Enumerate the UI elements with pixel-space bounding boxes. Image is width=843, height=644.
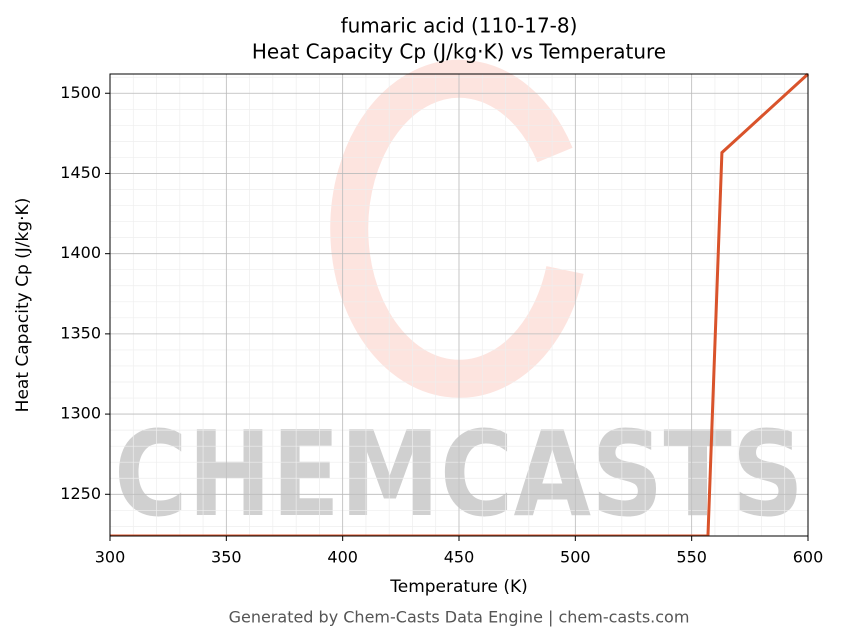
chart-subtitle: Heat Capacity Cp (J/kg·K) vs Temperature [252,40,666,64]
x-tick-label: 350 [211,548,242,567]
y-tick-label: 1250 [60,484,101,503]
x-tick-label: 500 [560,548,591,567]
plot-frame [109,73,809,537]
watermark-logo [330,59,584,398]
x-tick-label: 400 [327,548,358,567]
x-axis-label: Temperature (K) [389,577,528,597]
footer: Generated by Chem-Casts Data Engine | ch… [229,608,690,627]
chart-title: fumaric acid (110-17-8) [341,14,578,38]
x-tick-label: 550 [676,548,707,567]
x-tick-label: 600 [793,548,824,567]
y-axis-label: Heat Capacity Cp (J/kg·K) [13,198,33,413]
data-line [110,72,810,536]
y-tick-label: 1500 [60,83,101,102]
x-tick-label: 450 [444,548,475,567]
x-tick-label: 300 [95,548,126,567]
y-tick-label: 1400 [60,243,101,262]
y-tick-label: 1450 [60,163,101,182]
y-tick-label: 1300 [60,404,101,423]
y-tick-label: 1350 [60,323,101,342]
